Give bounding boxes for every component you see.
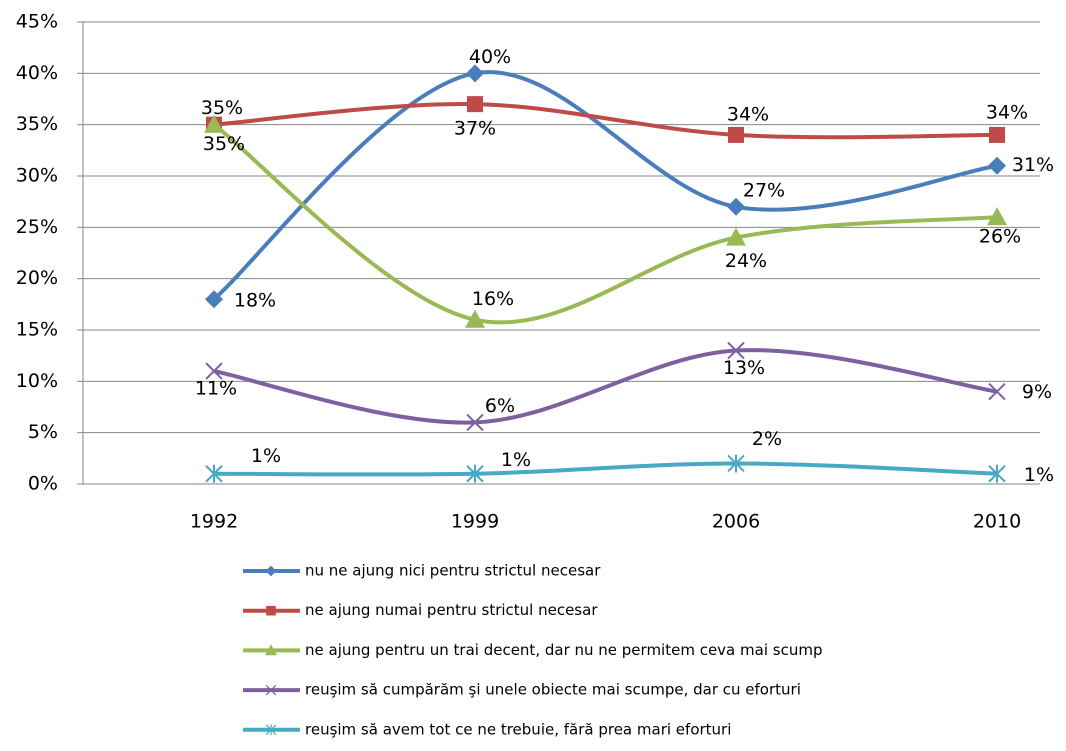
y-tick-label: 35% — [16, 113, 58, 135]
legend-label: reuşim să avem tot ce ne trebuie, fără p… — [305, 720, 731, 738]
legend-marker — [265, 565, 277, 577]
marker — [989, 126, 1005, 143]
marker — [727, 341, 745, 360]
data-label: 27% — [743, 179, 785, 201]
y-tick-label: 15% — [16, 319, 58, 341]
y-tick-label: 30% — [16, 165, 58, 187]
marker — [466, 464, 484, 483]
marker — [987, 207, 1007, 226]
y-tick-label: 5% — [28, 421, 58, 443]
y-tick-label: 10% — [16, 370, 58, 392]
marker — [727, 197, 745, 216]
data-label: 1% — [251, 445, 281, 467]
y-tick-label: 40% — [16, 62, 58, 84]
data-label: 1% — [1024, 464, 1054, 486]
data-label: 9% — [1022, 381, 1052, 403]
data-label: 6% — [485, 395, 515, 417]
series-line — [212, 70, 998, 301]
marker — [988, 156, 1006, 175]
marker — [727, 454, 745, 473]
marker — [466, 413, 484, 432]
marker — [466, 64, 484, 83]
marker — [988, 464, 1006, 483]
legend-marker — [265, 644, 277, 656]
data-label: 24% — [725, 250, 767, 272]
data-label: 16% — [472, 288, 514, 310]
data-label: 2% — [752, 428, 782, 450]
marker — [467, 96, 483, 113]
legend-marker — [265, 724, 277, 736]
data-label: 18% — [234, 290, 276, 312]
data-label: 26% — [979, 226, 1021, 248]
legend-marker — [266, 605, 276, 616]
marker — [726, 227, 746, 246]
y-tick-label: 0% — [28, 473, 58, 495]
legend-label: ne ajung numai pentru strictul necesar — [305, 601, 598, 619]
data-label: 1% — [501, 449, 531, 471]
data-label: 37% — [454, 118, 496, 140]
legend-marker — [265, 684, 277, 696]
data-label: 40% — [469, 46, 511, 68]
y-tick-label: 20% — [16, 267, 58, 289]
marker — [205, 290, 223, 309]
marker — [728, 126, 744, 143]
series-line — [213, 348, 998, 425]
x-tick-label: 2010 — [973, 511, 1021, 533]
legend-label: ne ajung pentru un trai decent, dar nu n… — [305, 641, 822, 659]
legend-label: reuşim să cumpărăm şi unele obiecte mai … — [305, 681, 801, 699]
x-tick-label: 2006 — [712, 511, 760, 533]
data-label: 35% — [201, 97, 243, 119]
marker — [204, 114, 224, 133]
data-label: 11% — [195, 378, 237, 400]
marker — [988, 382, 1006, 401]
y-tick-label: 25% — [16, 216, 58, 238]
data-label: 34% — [986, 101, 1028, 123]
x-tick-label: 1992 — [190, 511, 238, 533]
series-line — [212, 123, 998, 325]
data-label: 35% — [203, 133, 245, 155]
series-line — [213, 102, 998, 140]
y-tick-label: 45% — [16, 11, 58, 33]
marker — [205, 464, 223, 483]
data-label: 13% — [723, 357, 765, 379]
marker — [205, 362, 223, 380]
series-line — [213, 461, 998, 477]
x-tick-label: 1999 — [451, 511, 499, 533]
marker — [465, 309, 485, 328]
data-label: 31% — [1012, 154, 1054, 176]
data-label: 34% — [727, 103, 769, 125]
legend-label: nu ne ajung nici pentru strictul necesar — [305, 562, 601, 580]
